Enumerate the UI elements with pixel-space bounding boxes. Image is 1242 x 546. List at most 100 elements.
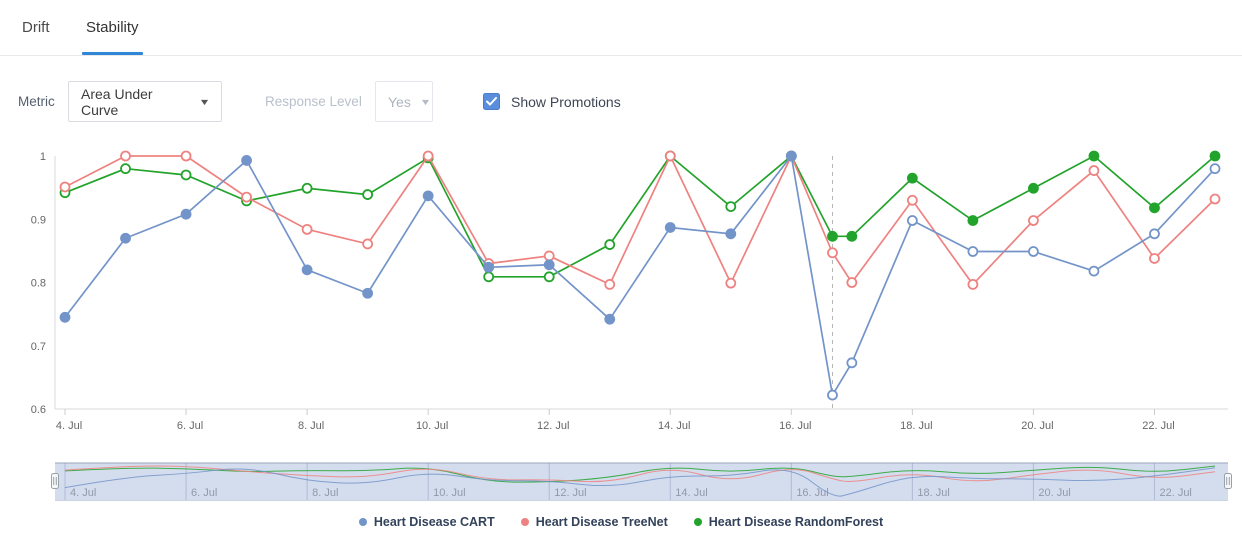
svg-text:0.8: 0.8 — [31, 278, 46, 290]
svg-text:14. Jul: 14. Jul — [675, 487, 707, 499]
data-point[interactable] — [241, 191, 252, 203]
data-point[interactable] — [483, 261, 495, 273]
series-line — [64, 154, 1216, 278]
data-point[interactable] — [827, 389, 838, 401]
x-axis-labels: 4. Jul 6. Jul 8. Jul 10. Jul 12. Jul 14. Jul 1… — [56, 409, 1175, 432]
data-point[interactable] — [785, 150, 797, 162]
data-point[interactable] — [362, 238, 374, 250]
data-point[interactable] — [1209, 193, 1221, 205]
data-point[interactable] — [301, 264, 313, 276]
stability-line-chart[interactable]: 1 0.9 0.8 0.7 0.6 4. Jul 6. Jul 8. Jul 10. Jul 12… — [0, 140, 1242, 445]
svg-text:22. Jul: 22. Jul — [1142, 420, 1174, 432]
data-point[interactable] — [906, 172, 918, 184]
data-point[interactable] — [422, 150, 434, 162]
data-point[interactable] — [120, 150, 131, 162]
navigator-handle-right[interactable] — [1224, 473, 1232, 489]
data-point[interactable] — [827, 230, 838, 242]
data-point[interactable] — [362, 287, 374, 299]
y-axis-labels: 1 0.9 0.8 0.7 0.6 — [31, 151, 46, 416]
data-point[interactable] — [827, 247, 838, 259]
legend-item-treenet[interactable]: Heart Disease TreeNet — [520, 515, 668, 529]
data-point[interactable] — [301, 182, 313, 194]
data-point[interactable] — [1209, 150, 1221, 162]
chart-controls: Metric Area Under Curve ▼ Response Level… — [0, 81, 1242, 122]
data-point[interactable] — [1149, 253, 1160, 264]
data-point[interactable] — [59, 311, 71, 323]
legend-marker-randomforest — [693, 518, 702, 526]
data-point[interactable] — [180, 208, 192, 220]
data-point[interactable] — [1209, 163, 1221, 175]
data-point[interactable] — [180, 150, 192, 162]
svg-text:14. Jul: 14. Jul — [658, 420, 690, 432]
data-point[interactable] — [59, 181, 71, 193]
chart-range-navigator[interactable]: 4. Jul 6. Jul 8. Jul 10. Jul 12. Jul 14. Jul 1… — [0, 460, 1242, 506]
data-point[interactable] — [604, 313, 616, 325]
svg-text:0.7: 0.7 — [31, 341, 46, 353]
metric-select[interactable]: Area Under Curve ▼ — [68, 81, 222, 122]
data-point[interactable] — [543, 259, 555, 271]
data-point[interactable] — [362, 189, 374, 200]
data-point[interactable] — [120, 163, 131, 175]
data-point[interactable] — [1088, 265, 1100, 277]
legend-item-cart[interactable]: Heart Disease CART — [358, 515, 495, 529]
svg-text:12. Jul: 12. Jul — [554, 487, 586, 499]
data-point[interactable] — [846, 277, 858, 288]
data-point[interactable] — [1149, 228, 1160, 240]
data-point[interactable] — [422, 190, 434, 202]
data-point[interactable] — [725, 201, 737, 212]
data-point[interactable] — [846, 357, 858, 369]
data-point[interactable] — [906, 194, 918, 206]
data-point[interactable] — [241, 155, 252, 166]
svg-text:0.9: 0.9 — [31, 214, 46, 226]
data-point[interactable] — [967, 246, 979, 257]
data-point[interactable] — [725, 228, 737, 240]
series-heart-disease-cart[interactable] — [59, 150, 1221, 401]
data-point[interactable] — [967, 278, 979, 290]
svg-text:6. Jul: 6. Jul — [191, 487, 217, 499]
svg-text:20. Jul: 20. Jul — [1038, 487, 1070, 499]
navigator-axis-labels: 4. Jul 6. Jul 8. Jul 10. Jul 12. Jul 14. Jul 1… — [70, 487, 1192, 499]
series-heart-disease-treenet[interactable] — [59, 150, 1221, 290]
data-point[interactable] — [1028, 182, 1039, 194]
data-point[interactable] — [483, 271, 495, 283]
legend-marker-cart — [358, 518, 367, 526]
data-point[interactable] — [543, 271, 555, 283]
data-point[interactable] — [967, 215, 979, 226]
data-point[interactable] — [604, 239, 616, 250]
chevron-down-icon: ▼ — [419, 96, 432, 107]
svg-text:18. Jul: 18. Jul — [917, 487, 949, 499]
navigator-handle-left[interactable] — [51, 473, 59, 489]
data-point[interactable] — [725, 277, 737, 289]
navigator-series-line — [64, 465, 1216, 483]
data-point[interactable] — [1149, 202, 1160, 214]
data-point[interactable] — [1088, 165, 1100, 176]
response-level-select[interactable]: Yes ▼ — [375, 81, 433, 122]
data-point[interactable] — [1028, 215, 1039, 226]
data-point[interactable] — [1088, 150, 1100, 162]
data-point[interactable] — [906, 215, 918, 226]
svg-text:1: 1 — [40, 151, 46, 163]
data-point[interactable] — [180, 169, 192, 181]
svg-text:22. Jul: 22. Jul — [1159, 487, 1191, 499]
data-point[interactable] — [301, 223, 313, 235]
svg-text:4. Jul: 4. Jul — [56, 420, 82, 432]
svg-text:8. Jul: 8. Jul — [312, 487, 338, 499]
data-point[interactable] — [1028, 246, 1039, 257]
data-point[interactable] — [664, 222, 676, 233]
show-promotions-checkbox[interactable] — [483, 93, 500, 110]
data-point[interactable] — [120, 232, 131, 244]
svg-text:20. Jul: 20. Jul — [1021, 420, 1053, 432]
tab-drift[interactable]: Drift — [22, 19, 50, 36]
data-point[interactable] — [664, 150, 676, 162]
svg-text:4. Jul: 4. Jul — [70, 487, 96, 499]
tab-stability[interactable]: Stability — [82, 0, 143, 55]
svg-text:10. Jul: 10. Jul — [416, 420, 448, 432]
legend-label: Heart Disease TreeNet — [535, 515, 668, 529]
response-level-label: Response Level — [265, 94, 362, 109]
legend-item-randomforest[interactable]: Heart Disease RandomForest — [693, 515, 883, 529]
data-point[interactable] — [604, 278, 616, 290]
data-point[interactable] — [846, 230, 858, 242]
svg-text:0.6: 0.6 — [31, 404, 46, 416]
data-point[interactable] — [543, 250, 555, 262]
